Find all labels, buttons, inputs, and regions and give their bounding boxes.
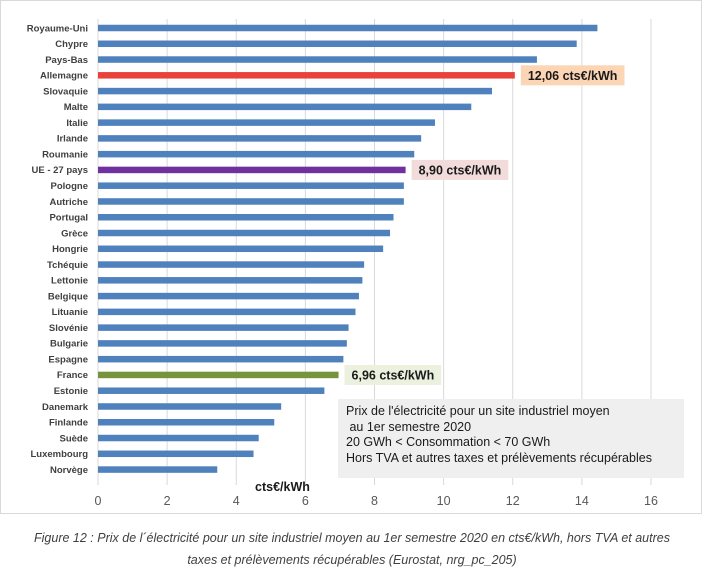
info-box: Prix de l'électricité pour un site indus… xyxy=(338,399,684,478)
x-tick-label: 8 xyxy=(371,494,378,508)
bar xyxy=(98,245,384,253)
bar xyxy=(98,371,339,379)
category-label: Royaume-Uni xyxy=(27,23,88,34)
callout-text: 6,96 cts€/kWh xyxy=(352,368,435,382)
x-tick-label: 0 xyxy=(95,494,102,508)
category-label: Espagne xyxy=(48,354,88,365)
figure-caption: Figure 12 : Prix de l´électricité pour u… xyxy=(0,527,704,571)
category-label: Slovénie xyxy=(49,323,88,334)
bar xyxy=(98,135,422,142)
bar xyxy=(98,277,363,284)
bar xyxy=(98,261,365,268)
callout-text: 12,06 cts€/kWh xyxy=(528,69,618,83)
bar xyxy=(98,450,254,458)
category-label: Bulgarie xyxy=(50,339,88,350)
category-label: Pays-Bas xyxy=(45,55,88,66)
bar xyxy=(98,166,406,174)
category-label: Estonie xyxy=(54,386,88,397)
x-tick-label: 10 xyxy=(437,494,451,508)
bar xyxy=(98,72,515,79)
bar xyxy=(98,150,415,158)
bar xyxy=(98,103,472,111)
info-line-4: Hors TVA et autres taxes et prélèvements… xyxy=(346,450,652,465)
bar xyxy=(98,24,598,32)
bar xyxy=(98,182,404,189)
category-label: Hongrie xyxy=(52,244,88,255)
category-label: Italie xyxy=(66,118,88,129)
caption-line-2: taxes et prélèvements récupérables (Euro… xyxy=(187,553,517,567)
x-tick-label: 12 xyxy=(506,494,520,508)
x-tick-label: 2 xyxy=(164,494,171,508)
x-tick-label: 16 xyxy=(644,494,658,508)
x-tick-label: 14 xyxy=(575,494,589,508)
x-axis-unit-label: cts€/kWh xyxy=(255,480,310,494)
x-tick-label: 4 xyxy=(233,494,240,508)
category-label: Luxembourg xyxy=(30,449,88,460)
info-line-1: Prix de l'électricité pour un site indus… xyxy=(346,404,610,418)
category-label: Grèce xyxy=(61,228,88,239)
bar xyxy=(98,119,435,126)
callout-text: 8,90 cts€/kWh xyxy=(419,163,502,177)
info-line-3: 20 GWh < Consommation < 70 GWh xyxy=(346,435,551,449)
bar xyxy=(98,403,282,410)
bar xyxy=(98,198,404,205)
bar xyxy=(98,213,394,221)
category-label: Finlande xyxy=(49,418,88,429)
bar xyxy=(98,87,493,95)
info-line-2: au 1er semestre 2020 xyxy=(346,419,472,434)
category-label: Chypre xyxy=(55,39,88,50)
category-label: Lituanie xyxy=(52,307,88,318)
callout-background xyxy=(411,159,509,180)
bar xyxy=(98,340,347,347)
category-label: Malte xyxy=(64,102,88,113)
caption-line-1: Figure 12 : Prix de l´électricité pour u… xyxy=(34,531,670,545)
bar xyxy=(98,308,356,316)
bar xyxy=(98,355,344,363)
category-label: France xyxy=(57,370,88,381)
bar xyxy=(98,324,349,331)
category-label: Roumanie xyxy=(42,149,88,160)
bar xyxy=(98,229,391,237)
category-label: Danemark xyxy=(42,402,89,413)
bar xyxy=(98,292,359,300)
category-label: Belgique xyxy=(48,291,88,302)
x-tick-label: 6 xyxy=(302,494,309,508)
category-label: Autriche xyxy=(49,197,88,208)
category-label: Portugal xyxy=(49,213,88,224)
value-callout: 6,96 cts€/kWh xyxy=(344,364,442,385)
category-label: Norvège xyxy=(50,465,88,476)
bar xyxy=(98,419,275,426)
bar xyxy=(98,40,577,48)
callout-background xyxy=(520,65,625,86)
category-label: Suède xyxy=(59,433,88,444)
bar xyxy=(98,434,259,442)
category-label: UE - 27 pays xyxy=(32,165,89,176)
category-label: Lettonie xyxy=(51,276,88,287)
bar xyxy=(98,387,325,394)
bar xyxy=(98,466,218,473)
bar xyxy=(98,56,537,63)
callout-background xyxy=(344,364,442,385)
category-label: Allemagne xyxy=(40,71,88,82)
category-label: Irlande xyxy=(57,134,88,145)
category-label: Tchéquie xyxy=(47,260,88,271)
bar-chart: 0 2 4 6 8 10 12 14 16 Royaume-Uni Chypre Pays-Bas Al… xyxy=(27,19,658,508)
category-label: Pologne xyxy=(51,181,88,192)
category-label: Slovaquie xyxy=(43,86,88,97)
value-callout: 8,90 cts€/kWh xyxy=(411,159,509,180)
value-callout: 12,06 cts€/kWh xyxy=(520,65,625,86)
